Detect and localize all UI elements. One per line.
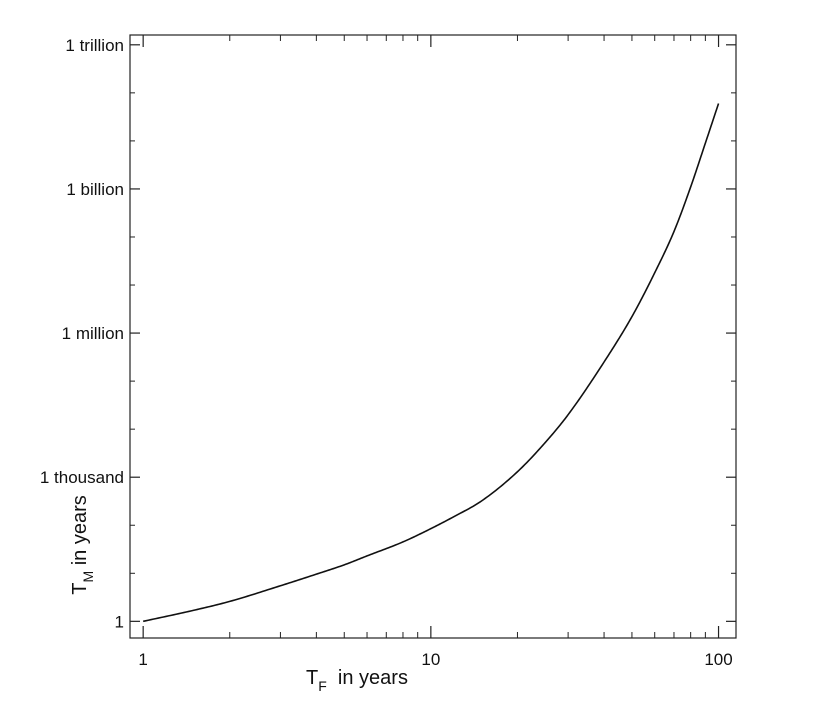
x-tick-label: 100 xyxy=(704,650,732,669)
y-tick-label: 1 million xyxy=(62,324,124,343)
y-axis-title: TM in years xyxy=(69,495,96,594)
y-tick-label: 1 trillion xyxy=(65,36,124,55)
x-tick-label: 1 xyxy=(138,650,147,669)
major-ticks xyxy=(130,35,736,638)
plot-frame xyxy=(129,34,737,639)
x-axis-title: TF in years xyxy=(306,667,408,694)
y-tick-label: 1 xyxy=(115,612,124,631)
y-tick-label: 1 billion xyxy=(66,180,124,199)
y-tick-label: 1 thousand xyxy=(40,468,124,487)
tick-labels: 1 10 100 1 1 thousand 1 million 1 billion 1 tri… xyxy=(40,36,733,669)
series-line-tm-vs-tf xyxy=(142,103,720,623)
minor-ticks xyxy=(130,35,736,638)
x-tick-label: 10 xyxy=(421,650,440,669)
